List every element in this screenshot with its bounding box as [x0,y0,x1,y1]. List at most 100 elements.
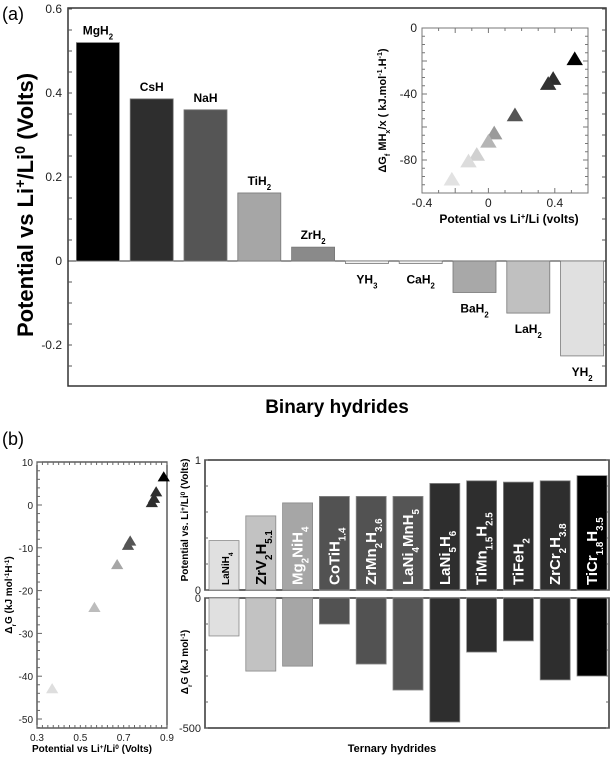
bar [429,482,461,591]
x-tick-label: 0.7 [117,733,131,744]
ternary-scatter: 0.3 0.5 0.7 0.9100-10-20-30-40-50Potential … [4,458,175,755]
bar [245,597,277,672]
bar [282,502,314,591]
y-tick-label: 0 [55,254,62,268]
bar [208,540,240,591]
panel-a-label: (a) [2,4,24,24]
bar-label-part: 2 [537,331,542,340]
bar [344,260,389,264]
data-point [566,51,583,66]
bar-label: TiFeH2 [510,538,532,585]
bar-label: TiMn1.5H2.5 [474,512,496,585]
plot-frame [36,461,168,729]
bar-label-part: 3.6 [374,518,385,532]
bar-label-part: LaNi [437,552,454,585]
bar [129,98,174,262]
inset-y-label-part: x [384,130,392,134]
y-axis-label-part: -1 [180,633,187,639]
bar-label-part: 3 [373,281,378,290]
bar-label-part: 4 [411,546,422,552]
bar [576,475,608,591]
bar-label-part: 6 [447,530,458,536]
bar-label-part: CaH [407,273,431,287]
x-axis-label-part: /Li [104,744,116,755]
bar-label-part: MgH [83,24,109,38]
y-tick-label: -0.2 [41,338,62,352]
inset-x-label-part: /Li (volts) [525,212,578,226]
y-axis-label: ΔrG (kJ mol-1) [180,630,194,694]
bar-label: LaNi5H6 [437,530,459,585]
inset-y-label-part: .H [377,58,389,69]
bar [318,597,350,625]
inset-y-label-part: ) [377,48,389,52]
y-axis-label-part: + [180,507,187,511]
data-point [150,486,163,497]
y-axis-label-part: Potential vs. Li [180,511,191,582]
y-axis-label-part: H [4,565,15,572]
y-axis-label-part: Δ [4,627,15,634]
bar-label-part: 2 [263,554,274,560]
y-tick-label: 1 [195,455,201,467]
data-point [480,133,497,148]
bar-label-part: H [474,526,491,537]
y-axis-label: ΔrG (kJ mol-1H-1) [4,556,18,633]
bar-label-part: 3.8 [558,523,569,537]
bar-label: MgH2 [83,24,114,42]
bar [183,109,228,262]
y-axis-label: Potential vs. Li+/Li0 (Volts) [180,459,192,582]
panel-a-xlabel: Binary hydrides [265,397,409,418]
bar-label: CaH2 [407,273,436,291]
y-tick-label: 0.6 [45,2,62,16]
bar-label-part: 1.8 [595,541,606,555]
y-tick-label: -10 [19,544,34,555]
bar-label-part: NiH [290,532,307,558]
y-axis-label-part: 0 [13,146,29,154]
bar-label-part: CoTiH [326,541,343,585]
bar-label-part: 2 [521,538,532,544]
y-axis-label-part: -1 [4,572,11,578]
bar-label: ZrV2H5.1 [253,530,275,585]
data-point [145,496,158,508]
x-tick-label: 0.3 [30,733,44,744]
bar [539,480,571,591]
data-point [460,153,477,168]
bar-label: CoTiH1.4 [326,527,348,585]
bar-label-part: TiH [248,174,267,188]
bar-label-part: 2 [431,281,436,290]
bar [502,597,534,642]
y-tick-label: -40 [19,672,34,683]
data-point [485,125,503,140]
y-tick-label: -500 [179,723,201,735]
y-axis-label-part: ) [4,556,15,559]
y-tick-label: 0 [27,501,33,512]
inset-y-label: ΔGf MHx/x ( kJ.mol-1.H-1) [376,48,392,173]
bar-label-part: 5.1 [263,530,274,544]
bar-label-part: 5 [411,509,422,515]
x-axis-label-part: Potential vs Li [32,744,100,755]
bar-label: CsH [140,80,164,94]
y-axis-label-part: 0 [180,491,187,495]
x-axis-label-part: (Volts) [119,744,152,755]
y-tick-label: 10 [22,458,34,469]
bar-label-part: H [363,532,380,543]
data-point [506,107,524,122]
inset-y-label-part: f [384,153,392,156]
bar-label-part: 5 [447,546,458,552]
y-axis-label-part: r [11,624,18,627]
bar [466,480,498,591]
bar-label-part: YH [572,365,589,379]
y-axis-label-part: (Volts) [180,459,191,492]
bar-label: ZrMn2H3.6 [363,518,385,585]
x-tick-label: 0.4 [546,196,563,210]
inset-x-label-part: Potential vs Li [439,212,520,226]
bar-label-part: 2 [558,547,569,553]
bar-label: ZrH2 [301,228,327,246]
y-axis-label-part: G (kJ mol [180,639,191,685]
bar [282,597,314,667]
bar-label-part: 2.5 [484,512,495,526]
data-point [121,539,135,550]
y-axis-label-part: /Li [13,154,38,180]
